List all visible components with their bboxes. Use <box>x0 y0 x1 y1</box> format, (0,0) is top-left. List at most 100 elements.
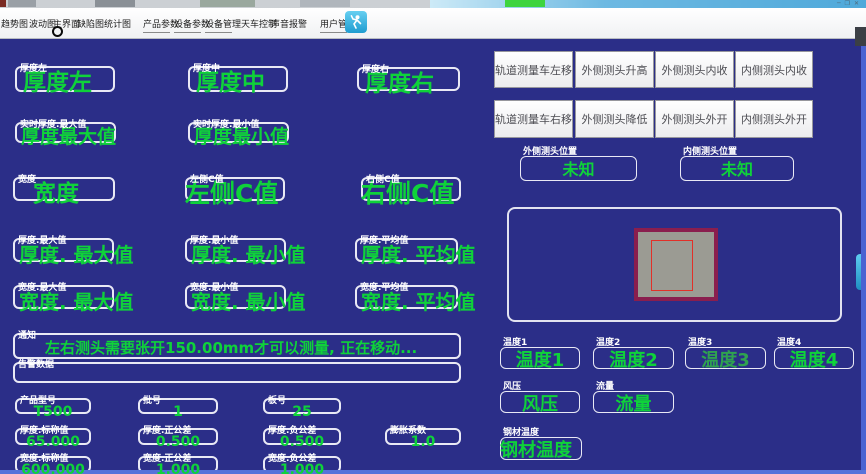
menu-user-management[interactable]: 用户管理 <box>320 20 357 30</box>
display-value: 流量 <box>615 394 652 415</box>
display-label: 宽度.最大值 <box>18 283 67 293</box>
display-right-c-value: 右侧C值 右侧C值 <box>361 176 461 206</box>
display-value: 温度1 <box>515 350 565 371</box>
button-cart-move-left[interactable]: 轨道测量车左移 <box>494 51 573 88</box>
display-realtime-thickness-min: 实时厚度.最小值 厚度最小值 <box>188 120 289 147</box>
button-inner-probe-retract[interactable]: 内侧测头内收 <box>735 51 813 88</box>
menu-fluctuation-chart[interactable]: 波动图 <box>29 20 57 30</box>
menu-underline <box>320 32 347 33</box>
field-thickness-nominal: 厚度.标称值 65.000 <box>15 426 91 449</box>
display-label: 宽度.最小值 <box>190 283 239 293</box>
display-value: 左侧C值 <box>185 179 279 208</box>
titlebar: ─❐✕ <box>430 0 866 8</box>
field-thickness-plus-tolerance: 厚度.正公差 0.500 <box>138 427 218 449</box>
display-value: 厚度最大值 <box>21 126 117 148</box>
menu-product-params[interactable]: 产品参数 <box>143 20 180 30</box>
display-label: 厚度右 <box>362 65 390 75</box>
display-value: 宽度. 最小值 <box>191 290 306 314</box>
display-label: 实时厚度.最大值 <box>20 120 87 130</box>
running-figure-icon[interactable] <box>345 11 367 33</box>
background-window-strip <box>0 0 430 8</box>
minimize-icon[interactable]: ─ <box>836 0 845 7</box>
field-label: 厚度.标称值 <box>20 426 69 436</box>
field-value: 1.000 <box>279 462 325 474</box>
taskbar-segment <box>8 0 36 7</box>
display-value: 厚度左 <box>23 70 92 96</box>
field-value: 1 <box>173 404 183 420</box>
menu-sound-alarm[interactable]: 声音报警 <box>271 20 308 30</box>
display-label: 实时厚度.最小值 <box>193 120 260 130</box>
display-label: 宽度 <box>18 175 37 185</box>
menu-statistics-chart[interactable]: 统计图 <box>104 20 132 30</box>
display-flow-rate: 流量 流量 <box>593 383 674 415</box>
field-width-plus-tolerance: 宽度.正公差 1.000 <box>138 454 218 474</box>
display-label: 厚度.平均值 <box>360 236 409 246</box>
display-value: 右侧C值 <box>361 179 455 208</box>
menu-defect-chart[interactable]: 缺陷图 <box>77 20 105 30</box>
display-thickness-right: 厚度右 厚度右 <box>357 65 460 96</box>
notice-label: 通知 <box>18 331 37 341</box>
button-outer-probe-lower[interactable]: 外侧测头降低 <box>575 100 654 138</box>
button-outer-probe-raise[interactable]: 外侧测头升高 <box>575 51 654 88</box>
display-value: 厚度右 <box>365 71 434 97</box>
field-value: 600.000 <box>21 462 85 474</box>
window-controls[interactable]: ─❐✕ <box>837 0 863 8</box>
field-value: 1.000 <box>155 462 201 474</box>
display-wind-pressure: 风压 风压 <box>500 383 580 414</box>
window-border-bottom <box>0 470 866 474</box>
field-label: 膨胀系数 <box>390 426 427 436</box>
field-label: 宽度.正公差 <box>143 454 192 464</box>
field-value: 0.500 <box>279 434 325 450</box>
button-outer-probe-retract[interactable]: 外侧测头内收 <box>655 51 734 88</box>
display-value: 温度4 <box>789 350 839 371</box>
display-value: 厚度. 最小值 <box>191 243 306 267</box>
field-label: 宽度.负公差 <box>268 454 317 464</box>
display-realtime-thickness-max: 实时厚度.最大值 厚度最大值 <box>15 120 116 147</box>
display-left-c-value: 左侧C值 左侧C值 <box>185 176 285 206</box>
display-value: 厚度. 平均值 <box>361 243 476 267</box>
display-value: 未知 <box>562 160 595 179</box>
button-inner-probe-open[interactable]: 内侧测头外开 <box>735 100 813 138</box>
field-label: 厚度.负公差 <box>268 426 317 436</box>
notice-message: 左右测头需要张开150.00mm才可以测量, 正在移动... <box>45 339 418 357</box>
display-value: 厚度中 <box>196 70 265 96</box>
display-temperature-4: 温度4 温度4 <box>774 339 854 371</box>
menu-trend-chart[interactable]: 趋势图 <box>1 20 29 30</box>
display-temperature-3: 温度3 温度3 <box>685 339 766 371</box>
field-value: 0.500 <box>155 434 201 450</box>
display-value: 宽度. 平均值 <box>361 290 476 314</box>
maximize-icon[interactable]: ❐ <box>844 0 854 7</box>
menu-underline <box>205 32 232 33</box>
display-thickness-center: 厚度中 厚度中 <box>188 64 288 96</box>
display-label: 外侧测头位置 <box>523 147 578 157</box>
plate-diagram-plate <box>634 228 718 301</box>
field-value: T500 <box>33 404 73 420</box>
menu-underline <box>143 32 170 33</box>
display-inner-probe-position: 内侧测头位置 未知 <box>680 148 794 181</box>
field-width-nominal: 宽度.标称值 600.000 <box>15 455 91 474</box>
display-label: 钢材温度 <box>503 428 540 438</box>
menu-crane-control[interactable]: 天车控制 <box>241 20 278 30</box>
field-product-model: 产品型号 T500 <box>15 396 91 419</box>
display-label: 厚度.最大值 <box>18 236 67 246</box>
button-cart-move-right[interactable]: 轨道测量车右移 <box>494 100 573 138</box>
menu-main-screen[interactable]: 主界面 <box>53 20 81 30</box>
menu-device-params[interactable]: 设备参数 <box>174 20 211 30</box>
field-value: 65.000 <box>25 434 81 450</box>
alarm-label: 告警数据 <box>18 360 55 370</box>
button-outer-probe-open[interactable]: 外侧测头外开 <box>655 100 734 138</box>
display-steel-temperature: 钢材温度 钢材温度 <box>500 429 582 460</box>
field-batch-number: 批号 1 <box>138 396 218 419</box>
display-value: 宽度. 最大值 <box>19 290 134 314</box>
display-value: 温度3 <box>701 350 750 371</box>
display-value: 宽度 <box>33 181 79 207</box>
menu-device-management[interactable]: 设备管理 <box>205 20 242 30</box>
close-icon[interactable]: ✕ <box>853 0 863 7</box>
display-thickness-min: 厚度.最小值 厚度. 最小值 <box>185 237 306 265</box>
display-label: 厚度中 <box>193 64 221 74</box>
display-label: 温度3 <box>688 338 713 348</box>
taskbar-segment <box>95 0 135 7</box>
display-label: 温度2 <box>596 338 621 348</box>
field-label: 产品型号 <box>20 396 57 406</box>
field-label: 批号 <box>143 396 162 406</box>
